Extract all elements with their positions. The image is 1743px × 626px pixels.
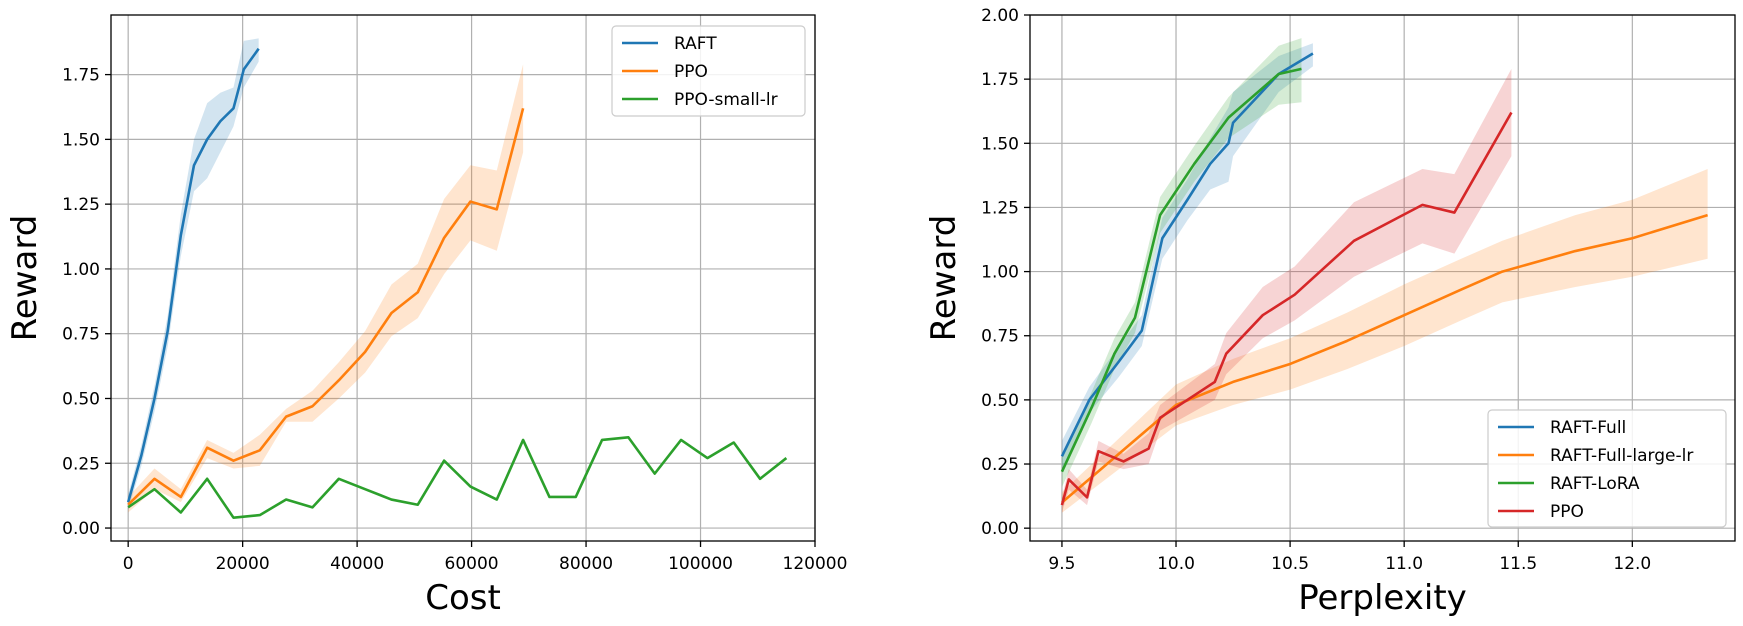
y-tick-label: 1.75	[981, 70, 1019, 90]
series-line-ppo	[127, 107, 525, 506]
plot-frame	[1029, 14, 1736, 542]
x-tick-label: 12.0	[1613, 554, 1651, 574]
x-tick-label: 60000	[445, 554, 499, 574]
y-tick-label: 2.00	[981, 6, 1019, 26]
y-tick-label: 0.00	[981, 519, 1019, 539]
legend-label: PPO	[674, 62, 708, 82]
series-line-raft-lora	[1060, 67, 1302, 473]
y-tick-label: 1.75	[62, 66, 100, 86]
x-tick-label: 80000	[559, 554, 613, 574]
legend-label: RAFT-Full-large-lr	[1550, 446, 1693, 466]
series-line-ppo	[1060, 111, 1513, 506]
y-axis-title: Reward	[5, 215, 45, 342]
y-tick-label: 0.25	[981, 455, 1019, 475]
legend-label: PPO-small-lr	[674, 90, 778, 110]
legend: RAFT PPO PPO-small-lr	[611, 25, 806, 117]
x-tick-label: 11.0	[1385, 554, 1423, 574]
grid	[1030, 14, 1735, 541]
x-tick-label: 10.0	[1157, 554, 1195, 574]
y-tick-label: 0.75	[981, 327, 1019, 347]
y-tick-label: 0.50	[62, 389, 100, 409]
band-ppo	[128, 64, 524, 513]
x-tick-label: 100000	[668, 554, 733, 574]
band-ppo	[1061, 68, 1512, 513]
cost-reward-plot: 0 20000 40000 60000 80000 100000 120000 0.00 0.2…	[5, 14, 848, 618]
x-axis-title: Perplexity	[1298, 578, 1467, 618]
legend-box	[611, 25, 806, 117]
y-axis-title: Reward	[924, 215, 964, 342]
band-raft-full-large-lr	[1061, 168, 1708, 513]
legend-label: PPO	[1550, 502, 1584, 522]
x-tick-label: 40000	[330, 554, 384, 574]
legend-label: RAFT-LoRA	[1550, 474, 1640, 494]
band-raft	[128, 38, 259, 510]
x-tick-label: 9.5	[1048, 554, 1075, 574]
y-tick-label: 1.50	[981, 134, 1019, 154]
series-line-raft-full	[1060, 52, 1314, 457]
y-tick-label: 0.50	[981, 391, 1019, 411]
x-tick-label: 11.5	[1499, 554, 1537, 574]
x-tick-label: 20000	[216, 554, 270, 574]
band-raft-lora	[1061, 38, 1302, 488]
y-tick-label: 0.75	[62, 325, 100, 345]
series-line-ppo-small-lr	[127, 436, 788, 519]
y-tick-label: 1.50	[62, 130, 100, 150]
series-line-raft	[126, 47, 260, 503]
x-tick-label: 10.5	[1271, 554, 1309, 574]
legend-label: RAFT-Full	[1550, 418, 1626, 438]
y-tick-label: 1.00	[981, 263, 1019, 283]
legend-label: RAFT	[674, 34, 717, 54]
x-tick-label: 120000	[783, 554, 848, 574]
legend: RAFT-Full RAFT-Full-large-lr RAFT-LoRA PPO	[1487, 409, 1727, 528]
plot-frame	[110, 14, 816, 542]
y-tick-label: 1.00	[62, 260, 100, 280]
y-tick-label: 1.25	[62, 195, 100, 215]
x-axis-title: Cost	[425, 578, 501, 618]
legend-box	[1487, 409, 1727, 528]
perplexity-reward-plot: 9.5 10.0 10.5 11.0 11.5 12.0 0.00 0.25 0.50 0.75 1…	[924, 6, 1736, 618]
band-raft-full	[1061, 43, 1313, 472]
x-tick-label: 0	[123, 554, 134, 574]
y-tick-label: 1.25	[981, 198, 1019, 218]
y-tick-label: 0.00	[62, 519, 100, 539]
y-tick-label: 0.25	[62, 454, 100, 474]
